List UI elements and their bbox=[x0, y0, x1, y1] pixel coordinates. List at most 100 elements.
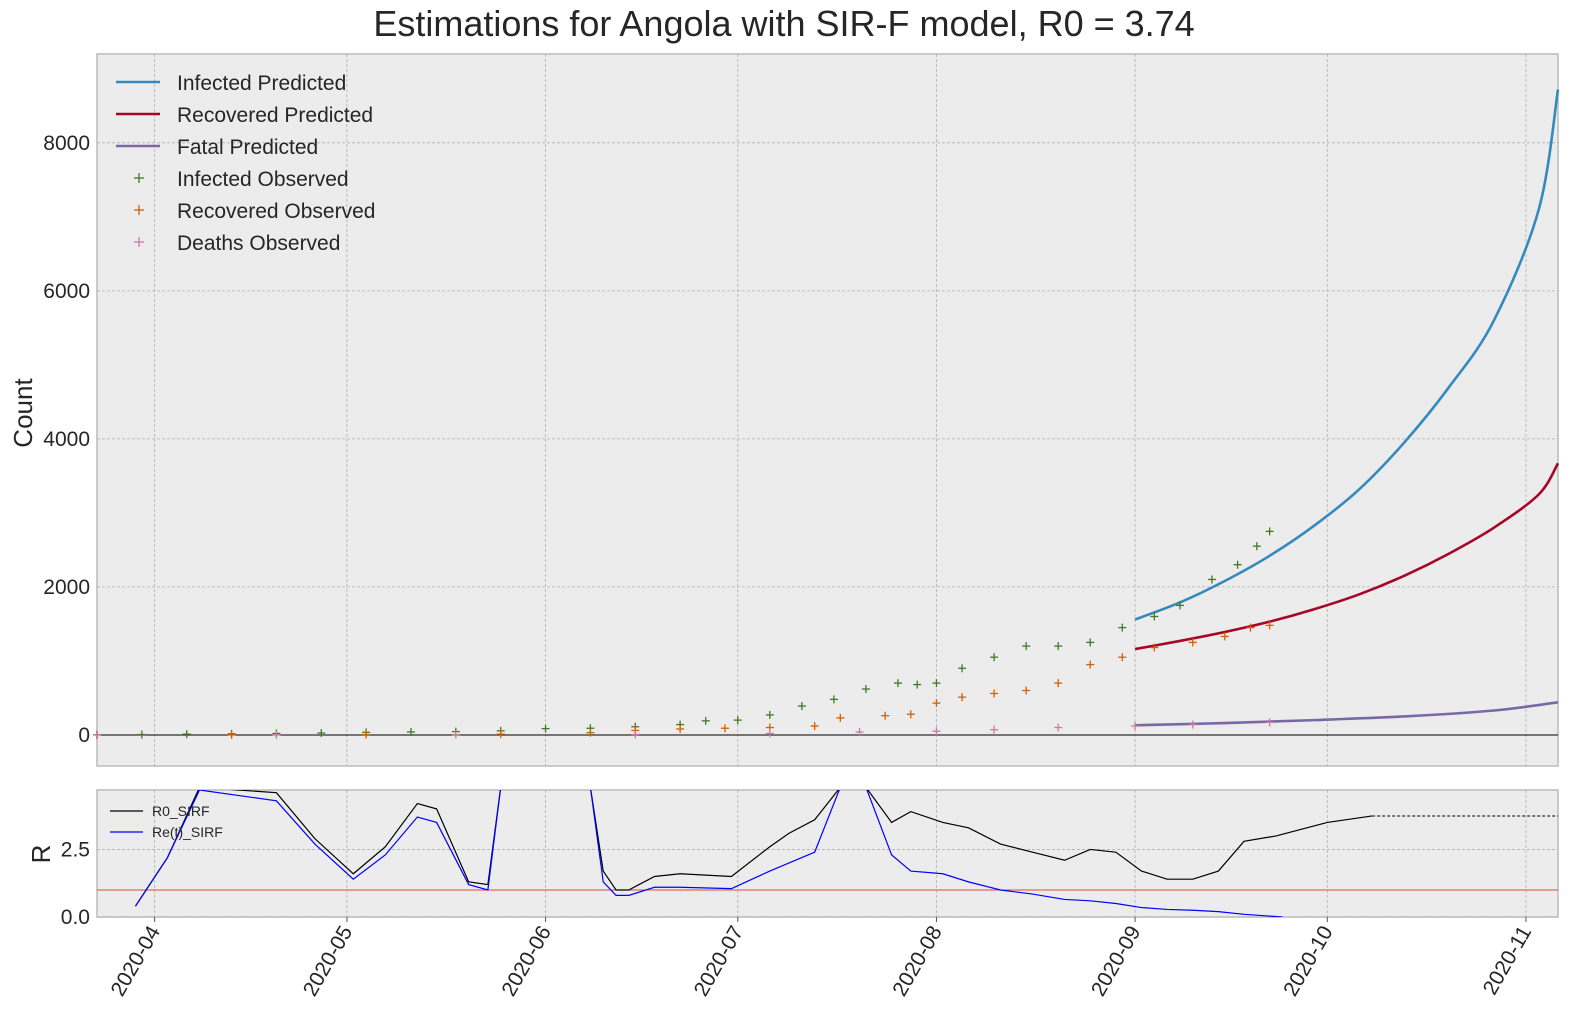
data-point bbox=[1252, 542, 1261, 551]
main-series bbox=[93, 89, 1560, 739]
legend-label: Recovered Observed bbox=[177, 200, 375, 223]
x-tick-label: 2020-04 bbox=[107, 922, 166, 1001]
series-markers-deaths-observed bbox=[93, 718, 1274, 739]
data-point bbox=[990, 689, 999, 698]
data-point bbox=[317, 729, 326, 738]
data-point bbox=[958, 693, 967, 702]
data-point bbox=[1233, 560, 1242, 569]
y-tick-label: 2000 bbox=[43, 576, 90, 599]
data-point bbox=[1150, 612, 1159, 621]
r-grid bbox=[97, 790, 1558, 918]
y-axis-label: Count bbox=[8, 378, 38, 448]
data-point bbox=[496, 730, 505, 739]
data-point bbox=[836, 713, 845, 722]
y-tick-label: 4000 bbox=[43, 428, 90, 451]
data-point bbox=[1086, 638, 1095, 647]
data-point bbox=[1131, 722, 1140, 731]
data-point bbox=[829, 695, 838, 704]
r-plot: 0.0 2.5 R R0_SIRF Re(t)_SIRF bbox=[26, 789, 1559, 929]
series-line-r0-sirf bbox=[134, 790, 1373, 907]
data-point bbox=[932, 727, 941, 736]
data-point bbox=[451, 730, 460, 739]
data-point bbox=[1022, 686, 1031, 695]
data-point bbox=[932, 699, 941, 708]
r-legend: R0_SIRF Re(t)_SIRF bbox=[110, 803, 223, 840]
data-point bbox=[1207, 575, 1216, 584]
data-point bbox=[1118, 653, 1127, 662]
legend-label: Deaths Observed bbox=[177, 232, 340, 255]
legend-label: Re(t)_SIRF bbox=[152, 824, 223, 840]
data-point bbox=[906, 710, 915, 719]
x-tick-label: 2020-10 bbox=[1279, 922, 1337, 1000]
data-point bbox=[93, 730, 101, 739]
x-tick-label: 2020-11 bbox=[1479, 922, 1537, 999]
data-point bbox=[990, 653, 999, 662]
data-point bbox=[881, 711, 890, 720]
data-point bbox=[1188, 638, 1197, 647]
r-axis-label: R bbox=[26, 845, 56, 864]
legend-label: R0_SIRF bbox=[152, 803, 210, 819]
data-point bbox=[1265, 621, 1274, 630]
data-point bbox=[182, 730, 191, 739]
x-tick-label: 2020-09 bbox=[1087, 922, 1145, 1000]
legend-label: Infected Observed bbox=[177, 168, 349, 191]
main-plot-background bbox=[96, 53, 1559, 767]
series-line-recovered-predicted bbox=[1134, 462, 1560, 651]
data-point bbox=[541, 724, 550, 733]
data-point bbox=[1246, 623, 1255, 632]
data-point bbox=[855, 727, 864, 736]
data-point bbox=[1150, 643, 1159, 652]
legend-label: Infected Predicted bbox=[177, 72, 346, 95]
data-point bbox=[1086, 660, 1095, 669]
legend-label: Recovered Predicted bbox=[177, 104, 373, 127]
data-point bbox=[1188, 720, 1197, 729]
data-point bbox=[720, 724, 729, 733]
y-tick-label: 8000 bbox=[43, 132, 90, 155]
data-point bbox=[797, 702, 806, 711]
data-point bbox=[932, 679, 941, 688]
series-markers-recovered-observed bbox=[93, 621, 1274, 739]
r-tick-label: 2.5 bbox=[61, 838, 90, 861]
main-plot: 0 2000 4000 6000 8000 Count Infected Predict… bbox=[8, 53, 1560, 767]
chart-title: Estimations for Angola with SIR-F model,… bbox=[373, 3, 1194, 44]
data-point bbox=[701, 716, 710, 725]
series-line-re-t-sirf bbox=[134, 790, 1283, 917]
data-point bbox=[913, 680, 922, 689]
x-tick-label: 2020-06 bbox=[497, 922, 555, 1000]
series-line-infected-predicted bbox=[1134, 89, 1560, 621]
y-tick-label: 6000 bbox=[43, 280, 90, 303]
main-y-ticks: 0 2000 4000 6000 8000 bbox=[43, 132, 90, 747]
data-point bbox=[1022, 642, 1031, 651]
data-point bbox=[1265, 527, 1274, 536]
data-point bbox=[676, 724, 685, 733]
x-tick-label: 2020-05 bbox=[299, 922, 357, 1000]
data-point bbox=[893, 679, 902, 688]
data-point bbox=[765, 710, 774, 719]
data-point bbox=[406, 727, 415, 736]
data-point bbox=[958, 664, 967, 673]
data-point bbox=[1118, 623, 1127, 632]
legend-label: Fatal Predicted bbox=[177, 136, 318, 159]
data-point bbox=[227, 730, 236, 739]
data-point bbox=[990, 725, 999, 734]
legend-marker-recovered-observed bbox=[134, 205, 144, 215]
r-series bbox=[97, 790, 1558, 917]
legend-marker-deaths-observed bbox=[134, 237, 144, 247]
data-point bbox=[765, 729, 774, 738]
x-tick-label: 2020-08 bbox=[888, 922, 946, 1000]
data-point bbox=[810, 722, 819, 731]
data-point bbox=[1054, 723, 1063, 732]
data-point bbox=[586, 728, 595, 737]
y-tick-label: 0 bbox=[78, 724, 90, 747]
data-point bbox=[1054, 642, 1063, 651]
data-point bbox=[272, 730, 281, 739]
r-y-ticks: 0.0 2.5 bbox=[61, 838, 90, 929]
data-point bbox=[362, 730, 371, 739]
data-point bbox=[733, 716, 742, 725]
data-point bbox=[861, 685, 870, 694]
r-plot-background bbox=[96, 789, 1559, 918]
data-point bbox=[1265, 718, 1274, 727]
data-point bbox=[1175, 601, 1184, 610]
data-point bbox=[1220, 632, 1229, 641]
